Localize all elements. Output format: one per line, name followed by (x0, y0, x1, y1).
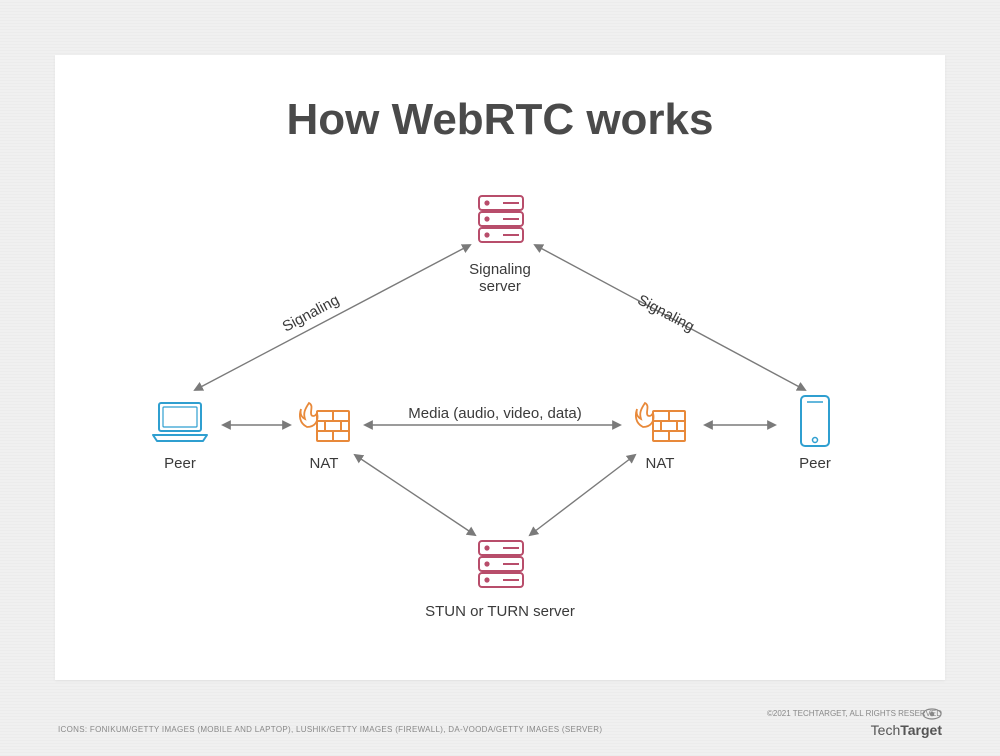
nat-right-label: NAT (635, 455, 685, 472)
edge-label-sig-left: Signaling (280, 292, 342, 336)
edge-natL-stun (355, 455, 475, 535)
nat-left-label: NAT (299, 455, 349, 472)
diagram-title: How WebRTC works (55, 95, 945, 145)
edge-natR-stun (530, 455, 635, 535)
edge-sig-left (195, 245, 470, 390)
nat-left-node (297, 397, 353, 450)
laptop-icon (147, 397, 213, 447)
signaling-server-node (475, 190, 527, 251)
server-icon (475, 190, 527, 246)
brand-bold: Target (900, 722, 942, 738)
stun-server-label: STUN or TURN server (400, 603, 600, 620)
signaling-server-label: Signaling server (450, 261, 550, 295)
signaling-label-1: Signaling (469, 261, 531, 278)
phone-icon (795, 393, 835, 451)
brand-light: Tech (871, 722, 901, 738)
peer-left-node (147, 397, 213, 452)
peer-right-label: Peer (785, 455, 845, 472)
firewall-icon (297, 397, 353, 445)
signaling-label-2: server (479, 278, 521, 295)
footer-brand: TechTarget (871, 706, 942, 738)
peer-left-label: Peer (150, 455, 210, 472)
eye-icon (922, 708, 942, 720)
stun-server-node (475, 535, 527, 596)
server-icon (475, 535, 527, 591)
firewall-icon (633, 397, 689, 445)
footer-credits: ICONS: FONIKUM/GETTY IMAGES (MOBILE AND … (58, 725, 602, 734)
diagram-card: How WebRTC works (55, 55, 945, 680)
nat-right-node (633, 397, 689, 450)
edge-label-sig-right: Signaling (635, 292, 697, 336)
edge-label-media: Media (audio, video, data) (395, 405, 595, 422)
peer-right-node (795, 393, 835, 456)
